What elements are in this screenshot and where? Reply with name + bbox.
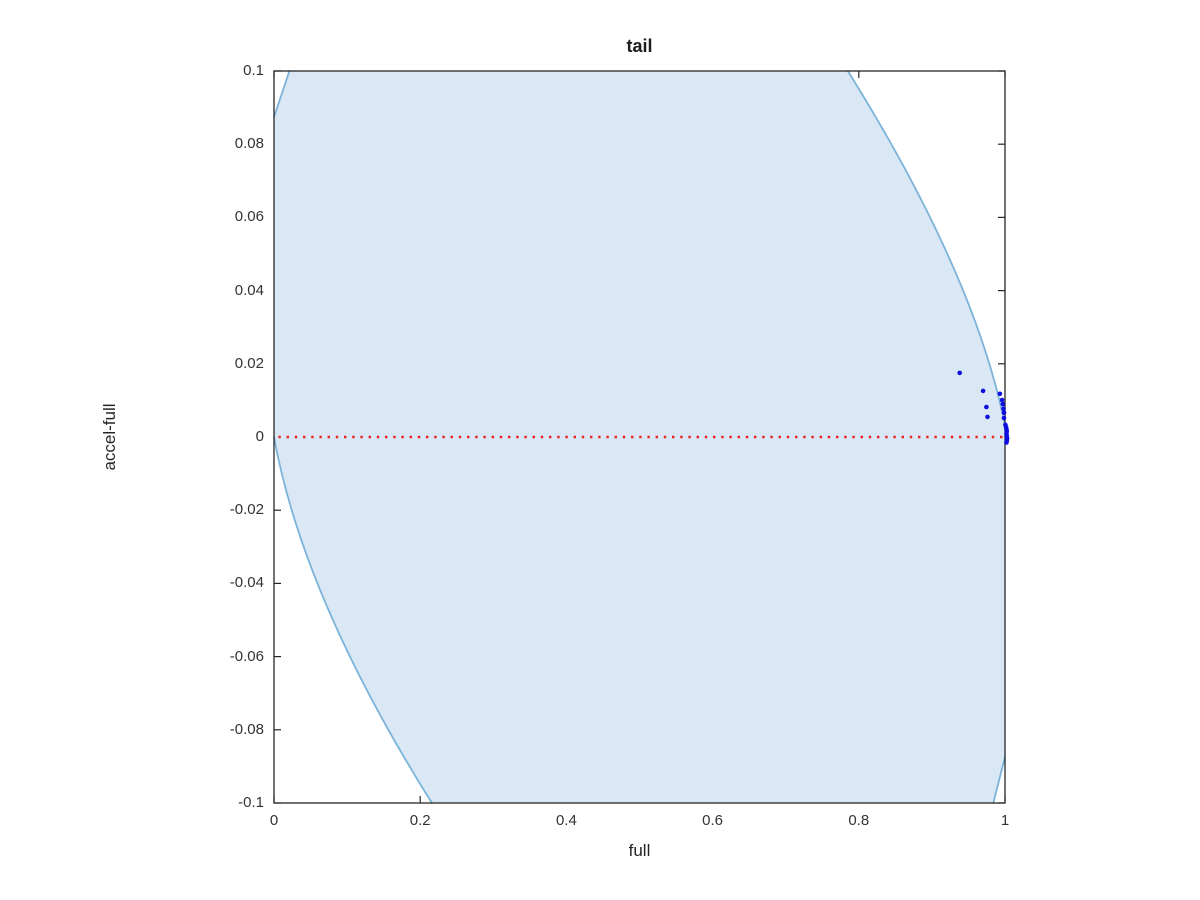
scatter-point <box>985 414 990 420</box>
shaded-region-edge <box>273 70 291 118</box>
x-tick-label: 1 <box>1000 812 1010 829</box>
y-tick-label: -0.02 <box>229 501 264 519</box>
x-tick-label: 0.8 <box>848 812 870 829</box>
y-tick-label: -0.06 <box>229 647 264 665</box>
chart-title: tail <box>626 36 653 56</box>
x-tick-label: 0.6 <box>702 812 724 829</box>
x-tick-label: 0.2 <box>409 812 431 829</box>
scatter-point <box>1001 406 1006 412</box>
shaded-region-edge <box>273 436 433 804</box>
y-tick-label: 0.08 <box>234 135 264 153</box>
scatter-point <box>957 370 962 376</box>
scatter-point <box>997 391 1003 397</box>
scatter-point <box>999 397 1005 403</box>
scatter-point <box>1000 401 1006 407</box>
y-tick-label: 0.06 <box>234 208 264 226</box>
y-tick-label: -0.08 <box>229 720 264 738</box>
y-tick-label: 0.1 <box>243 62 264 79</box>
x-axis-label: full <box>628 841 651 860</box>
y-tick-label: -0.04 <box>229 574 264 592</box>
scatter-point <box>1001 415 1007 421</box>
x-tick-label: 0.4 <box>555 812 577 829</box>
scatter-point <box>980 388 986 394</box>
shaded-region-edge <box>992 756 1006 804</box>
y-tick-label: 0 <box>255 428 264 445</box>
y-tick-label: 0.02 <box>234 354 264 372</box>
y-tick-label: -0.1 <box>238 794 264 811</box>
y-tick-label: 0.04 <box>234 281 264 299</box>
shaded-region-edge <box>846 70 1006 427</box>
scatter-point <box>1004 440 1009 445</box>
x-tick-label: 0 <box>269 812 279 829</box>
y-axis-label: accel-full <box>100 403 119 471</box>
scatter-point <box>1001 410 1007 416</box>
scatter-point <box>984 404 989 410</box>
